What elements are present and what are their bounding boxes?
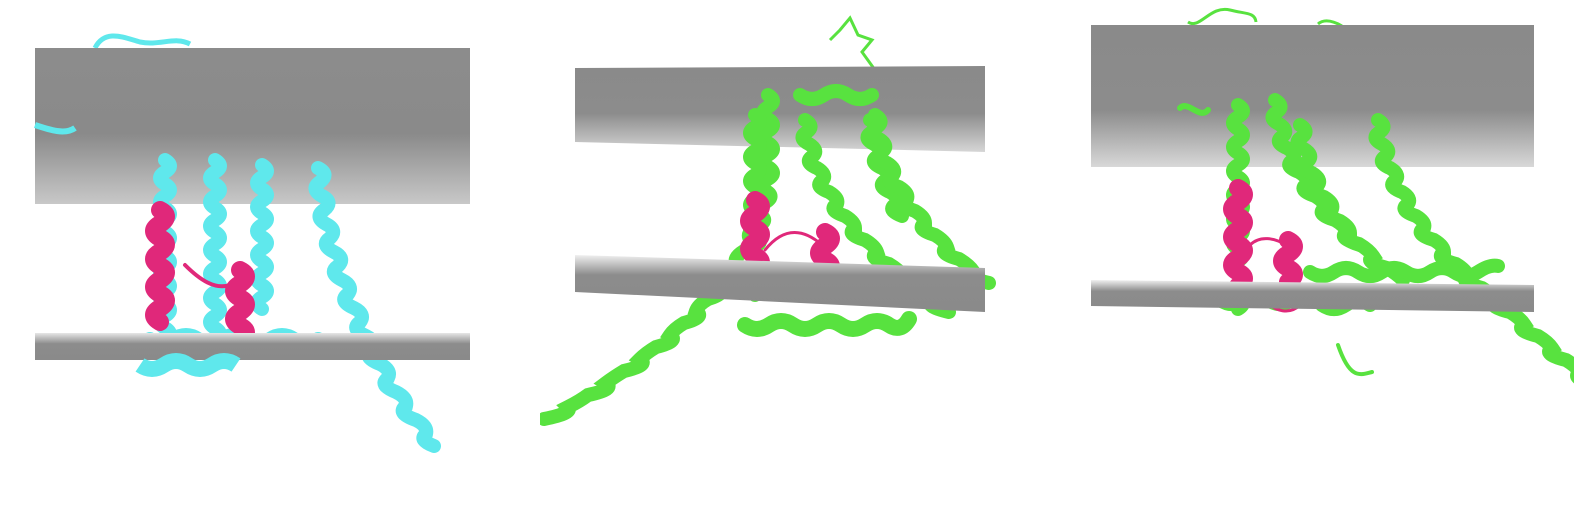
protein-loop (92, 33, 192, 50)
structure-image-1 (34, 33, 470, 453)
structure-panel-2 (540, 0, 1040, 516)
structure-panel-3 (1060, 0, 1574, 516)
membrane-bottom (575, 255, 985, 312)
structure-panel-1 (0, 0, 520, 516)
structure-image-3 (1091, 7, 1574, 383)
highlight-segment (145, 201, 255, 349)
membrane-bottom (1091, 280, 1534, 312)
protein-loop (1187, 7, 1258, 26)
membrane-top (575, 66, 985, 152)
protein-loop (34, 122, 77, 135)
membrane-top (1091, 25, 1534, 167)
membrane-bottom (35, 333, 470, 360)
structure-image-2 (540, 15, 996, 426)
